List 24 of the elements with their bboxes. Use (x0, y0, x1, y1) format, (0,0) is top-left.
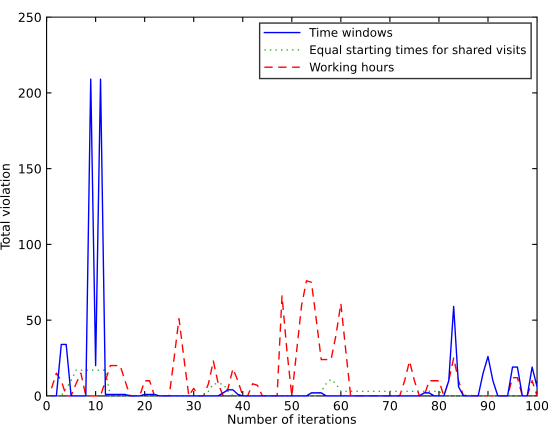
y-tick-label: 150 (19, 164, 41, 174)
y-tick-label: 0 (34, 391, 41, 401)
x-tick-label: 10 (89, 400, 103, 410)
legend-label: Time windows (309, 28, 392, 37)
legend-label: Working hours (310, 62, 394, 74)
line-series (50, 280, 538, 397)
y-axis-title: Total violation (0, 164, 10, 250)
x-tick-label: 90 (480, 400, 496, 410)
x-axis-title: Number of iterations (228, 414, 356, 424)
x-tick-label: 20 (138, 400, 152, 410)
x-tick-label: 30 (186, 400, 201, 410)
x-tick-label: 80 (432, 400, 446, 410)
line-series (50, 78, 538, 397)
x-tick-label: 100 (526, 400, 548, 410)
x-tick-label: 40 (235, 400, 250, 410)
x-tick-label: 70 (382, 400, 398, 410)
x-tick-label: 50 (284, 400, 299, 410)
y-tick-label: 50 (26, 316, 41, 326)
y-tick-label: 200 (18, 88, 41, 98)
x-tick-label: 0 (43, 400, 50, 410)
x-tick-label: 60 (334, 400, 348, 410)
y-tick-label: 250 (18, 12, 41, 22)
y-tick-label: 100 (19, 240, 41, 250)
legend-label: Equal starting times for shared visits (310, 45, 526, 56)
